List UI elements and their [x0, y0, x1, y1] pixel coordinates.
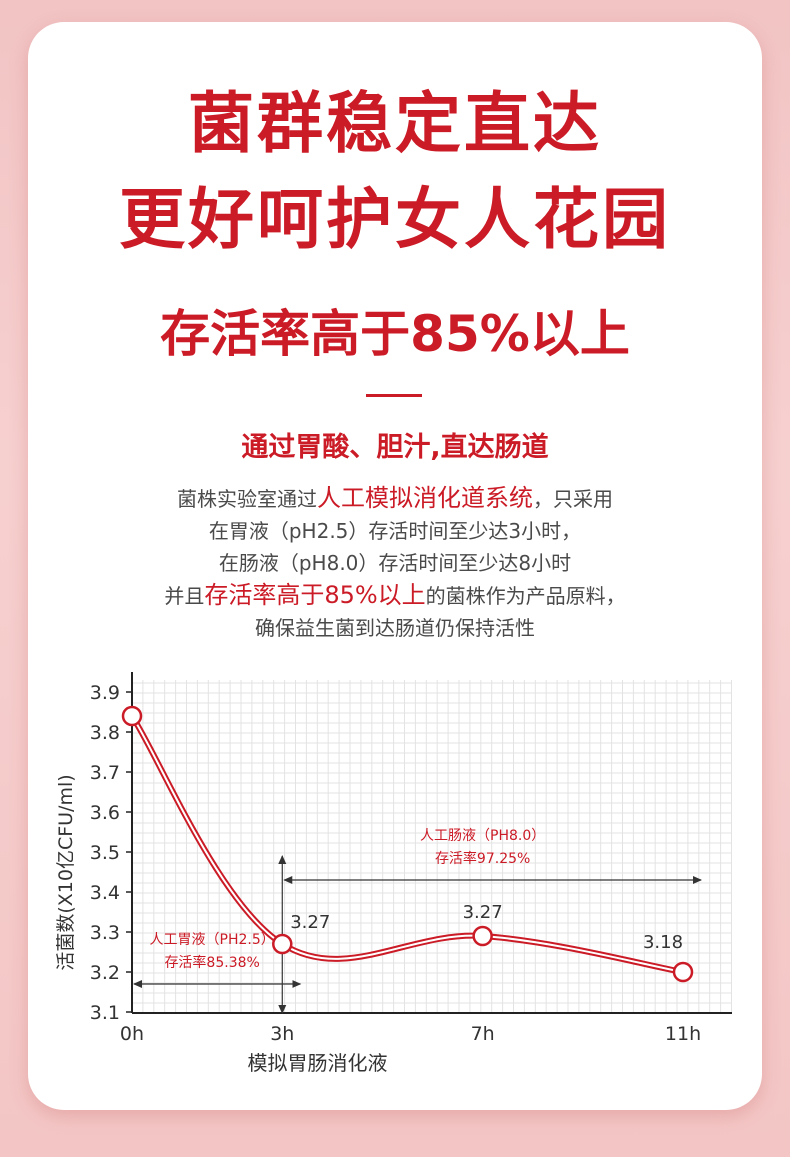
- y-tick-label: 3.5: [90, 842, 120, 864]
- y-tick-label: 3.2: [90, 962, 120, 984]
- description-text: 并且: [164, 584, 205, 608]
- y-axis-label: 活菌数(X10亿CFU/ml): [55, 774, 77, 970]
- data-label-7h: 3.27: [463, 902, 503, 923]
- x-tick-label: 0h: [120, 1023, 144, 1045]
- data-label-3h: 3.27: [290, 912, 330, 933]
- description-line-3: 在肠液（pH8.0）存活时间至少达8小时: [218, 551, 572, 575]
- chart-annotations: 人工胃液（PH2.5） 存活率85.38% 人工肠液（PH8.0） 存活率97.25%: [133, 828, 702, 1014]
- series-line-inner: [131, 715, 684, 973]
- description-text: 的菌株作为产品原料，: [425, 584, 626, 608]
- headline-line-1: 菌群稳定直达: [188, 85, 602, 162]
- y-tick-label: 3.1: [90, 1002, 120, 1024]
- stomach-annotation-rate: 存活率85.38%: [164, 954, 259, 971]
- headline-line-2: 更好呵护女人花园: [119, 181, 671, 258]
- description-text: 菌株实验室通过: [177, 487, 317, 511]
- data-label-11h: 3.18: [643, 932, 683, 953]
- chart-ticks: 3.1 3.2 3.3 3.4 3.5 3.6 3.7 3.8 3.9 0h 3h 7h 11h 模拟胃肠…: [55, 682, 701, 1075]
- content-card: 菌群稳定直达 更好呵护女人花园 存活率高于85%以上 通过胃酸、胆汁,直达肠道 …: [28, 22, 762, 1110]
- survival-rate-subline: 存活率高于85%以上: [160, 305, 630, 363]
- data-point-11h: [672, 961, 694, 983]
- description-line-1: 菌株实验室通过人工模拟消化道系统，只采用: [28, 482, 762, 515]
- description-highlight: 人工模拟消化道系统: [317, 484, 533, 512]
- data-point-3h: [272, 933, 293, 955]
- x-tick-label: 7h: [471, 1023, 495, 1045]
- description-text: ，只采用: [533, 487, 613, 511]
- data-point-0h: [121, 705, 143, 727]
- y-tick-label: 3.3: [90, 922, 120, 944]
- description-line-2: 在胃液（pH2.5）存活时间至少达3小时，: [208, 519, 582, 543]
- description: 菌株实验室通过人工模拟消化道系统，只采用 在胃液（pH2.5）存活时间至少达3小…: [28, 482, 762, 644]
- x-axis-label: 模拟胃肠消化液: [248, 1051, 388, 1075]
- x-tick-label: 3h: [270, 1023, 294, 1045]
- intestine-annotation-rate: 存活率97.25%: [435, 850, 530, 867]
- chart-labels: 3.27 3.27 3.18: [290, 902, 683, 953]
- y-tick-label: 3.4: [90, 882, 120, 904]
- chart-axes: [131, 672, 732, 1014]
- intestine-annotation-title: 人工肠液（PH8.0）: [420, 828, 545, 844]
- description-line-5: 确保益生菌到达肠道仍保持活性: [255, 616, 535, 640]
- chart-series: [121, 705, 694, 983]
- x-tick-label: 11h: [665, 1023, 701, 1045]
- stomach-annotation-title: 人工胃液（PH2.5）: [150, 932, 275, 948]
- description-line-4: 并且存活率高于85%以上的菌株作为产品原料，: [28, 579, 762, 612]
- data-point-7h: [472, 925, 493, 947]
- y-tick-label: 3.6: [90, 802, 120, 824]
- y-tick-label: 3.8: [90, 722, 120, 744]
- section-title: 通过胃酸、胆汁,直达肠道: [241, 432, 549, 463]
- description-highlight: 存活率高于85%以上: [204, 581, 426, 609]
- y-tick-label: 3.7: [90, 762, 120, 784]
- y-tick-label: 3.9: [90, 682, 120, 704]
- divider: [366, 394, 422, 397]
